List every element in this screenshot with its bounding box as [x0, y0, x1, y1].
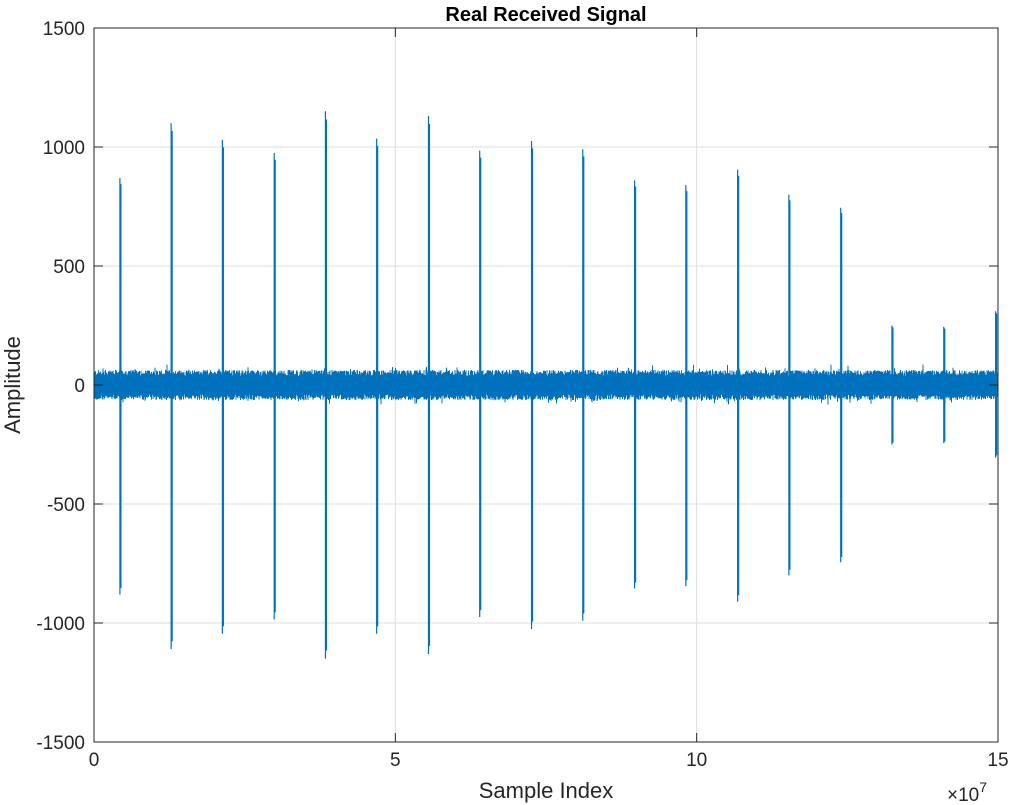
pulse-spike: [119, 177, 122, 595]
pulse-spike: [582, 149, 585, 621]
pulse-spike: [530, 141, 534, 629]
y-tick-label: -500: [47, 495, 85, 516]
pulse-spike: [685, 185, 688, 587]
pulse-spike: [788, 194, 791, 576]
x-exponent-label: ×107: [947, 779, 987, 805]
pulse-spike: [273, 152, 276, 620]
signal-trace: [93, 111, 999, 659]
pulse-spike: [737, 169, 740, 602]
y-tick-label: 1000: [43, 138, 85, 159]
pulse-spike: [376, 138, 379, 634]
x-axis-title: Sample Index: [479, 778, 614, 803]
pulse-spike: [324, 111, 328, 659]
x-tick-label: 15: [987, 750, 1008, 771]
pulse-spike: [633, 180, 637, 589]
pulse-spike: [221, 139, 224, 634]
pulse-spike: [994, 311, 998, 458]
pulse-spike: [840, 207, 843, 563]
x-exponent-power: 7: [979, 779, 987, 795]
x-tick-label: 10: [686, 750, 707, 771]
y-tick-label: -1000: [36, 614, 85, 635]
x-exponent-base: ×10: [947, 785, 979, 805]
y-tick-label: 1500: [43, 19, 85, 40]
y-tick-label: 0: [74, 376, 85, 397]
x-tick-label: 5: [390, 750, 401, 771]
axis-ticks: 0 5 10 15 -1500 -1000 -500 0 500 1000 1500: [36, 19, 1008, 771]
chart-title: Real Received Signal: [445, 4, 646, 26]
noise-band: [93, 364, 999, 405]
y-tick-label: 500: [53, 257, 85, 278]
pulse-spike: [479, 150, 482, 618]
pulse-spike: [427, 116, 431, 654]
pulse-spike: [943, 326, 946, 444]
x-tick-label: 0: [89, 750, 100, 771]
y-tick-label: -1500: [36, 733, 85, 754]
y-axis-title: Amplitude: [0, 336, 25, 434]
pulse-spike: [170, 123, 173, 650]
pulse-spike: [891, 325, 894, 445]
